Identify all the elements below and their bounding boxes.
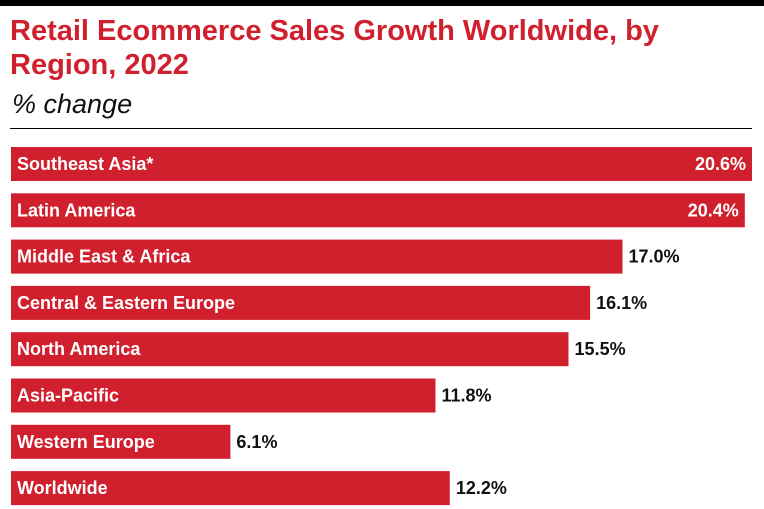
- bar-latin-america: [11, 193, 745, 228]
- bar-central-eastern-europe: [11, 285, 591, 320]
- value-label-worldwide: 12.2%: [456, 478, 507, 498]
- subtitle-rule: [10, 128, 752, 129]
- top-rule: [0, 0, 764, 6]
- category-label-latin-america: Latin America: [17, 200, 136, 220]
- bar-worldwide: [11, 471, 450, 506]
- category-label-north-america: North America: [17, 339, 141, 359]
- category-label-middle-east-africa: Middle East & Africa: [17, 247, 191, 267]
- value-label-latin-america: 20.4%: [688, 200, 739, 220]
- value-label-southeast-asia: 20.6%: [695, 154, 746, 174]
- value-label-western-europe: 6.1%: [236, 432, 277, 452]
- value-label-asia-pacific: 11.8%: [441, 386, 491, 406]
- value-label-north-america: 15.5%: [575, 339, 626, 359]
- bar-southeast-asia: [11, 147, 752, 181]
- chart-subtitle: % change: [12, 89, 133, 119]
- category-label-central-eastern-europe: Central & Eastern Europe: [17, 293, 235, 313]
- bar-western-europe: [11, 424, 231, 459]
- bar-middle-east-africa: [11, 239, 623, 274]
- value-label-central-eastern-europe: 16.1%: [596, 293, 647, 313]
- category-label-western-europe: Western Europe: [17, 432, 155, 452]
- category-label-asia-pacific: Asia-Pacific: [17, 386, 119, 406]
- bar-north-america: [11, 332, 569, 367]
- chart-title: Retail Ecommerce Sales Growth Worldwide,…: [10, 15, 659, 81]
- category-label-southeast-asia: Southeast Asia*: [17, 154, 153, 174]
- bar-asia-pacific: [11, 378, 436, 413]
- category-label-worldwide: Worldwide: [17, 478, 108, 498]
- value-label-middle-east-africa: 17.0%: [629, 247, 680, 267]
